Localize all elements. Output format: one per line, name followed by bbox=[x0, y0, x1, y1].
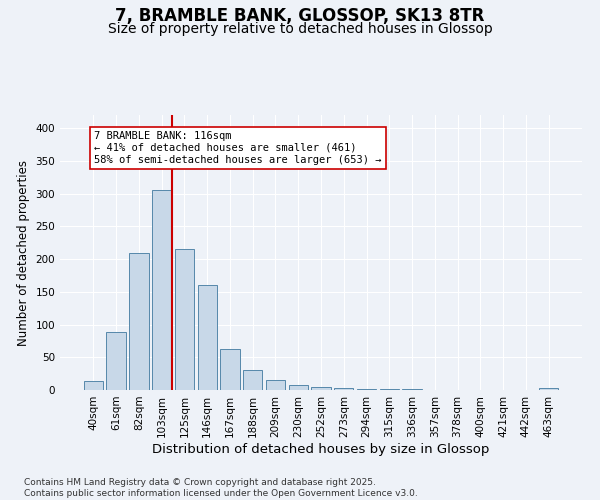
Text: Size of property relative to detached houses in Glossop: Size of property relative to detached ho… bbox=[107, 22, 493, 36]
Bar bbox=[152, 190, 172, 390]
Y-axis label: Number of detached properties: Number of detached properties bbox=[17, 160, 30, 346]
Text: 7, BRAMBLE BANK, GLOSSOP, SK13 8TR: 7, BRAMBLE BANK, GLOSSOP, SK13 8TR bbox=[115, 8, 485, 26]
Bar bbox=[311, 386, 331, 390]
Bar bbox=[106, 332, 126, 390]
Bar bbox=[357, 388, 376, 390]
Bar bbox=[129, 252, 149, 390]
Bar bbox=[243, 370, 262, 390]
Bar bbox=[539, 388, 558, 390]
Bar bbox=[175, 249, 194, 390]
Bar bbox=[197, 285, 217, 390]
Bar bbox=[334, 388, 353, 390]
Bar bbox=[289, 385, 308, 390]
Bar bbox=[220, 350, 239, 390]
Bar bbox=[84, 382, 103, 390]
Bar bbox=[266, 380, 285, 390]
Text: Contains HM Land Registry data © Crown copyright and database right 2025.
Contai: Contains HM Land Registry data © Crown c… bbox=[24, 478, 418, 498]
X-axis label: Distribution of detached houses by size in Glossop: Distribution of detached houses by size … bbox=[152, 442, 490, 456]
Text: 7 BRAMBLE BANK: 116sqm
← 41% of detached houses are smaller (461)
58% of semi-de: 7 BRAMBLE BANK: 116sqm ← 41% of detached… bbox=[94, 132, 382, 164]
